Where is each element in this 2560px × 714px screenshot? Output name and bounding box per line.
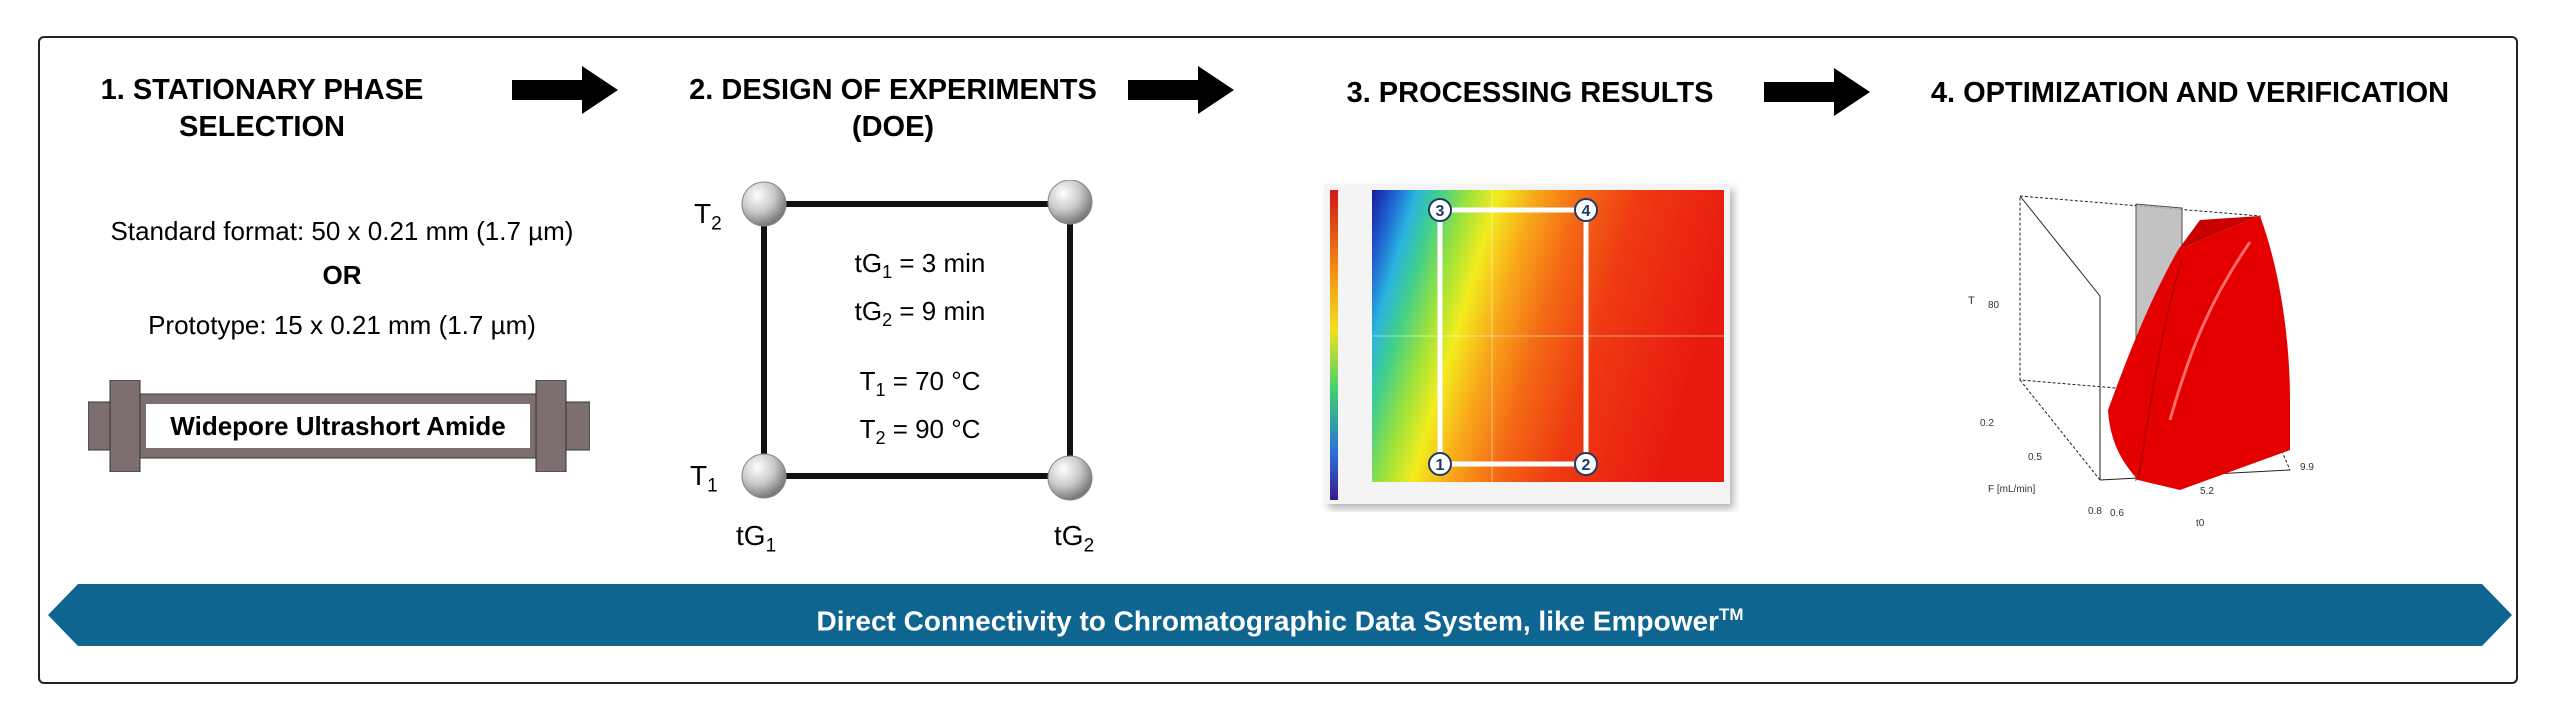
doe-tg2-label: tG2 — [1054, 520, 1095, 557]
arrow-right-icon — [1128, 66, 1234, 114]
svg-text:3: 3 — [1436, 203, 1445, 220]
column-graphic: Widepore Ultrashort Amide — [88, 380, 590, 472]
plot-tick-label: 0.8 — [2088, 506, 2102, 517]
doe-t1-value: T1 = 70 °C — [859, 366, 981, 401]
step-2-title-line1: 2. DESIGN OF EXPERIMENTS — [689, 74, 1097, 106]
plot-tick-label: 0.6 — [2110, 508, 2124, 519]
banner-shape — [48, 584, 2512, 646]
banner-label: Direct Connectivity to Chromatographic D… — [816, 605, 1719, 637]
svg-text:2: 2 — [1582, 457, 1591, 474]
doe-t2-value: T2 = 90 °C — [859, 414, 981, 449]
outer-frame — [38, 36, 2518, 684]
banner-text: Direct Connectivity to Chromatographic D… — [48, 584, 2512, 646]
column-icon — [88, 380, 590, 472]
svg-text:1: 1 — [1436, 457, 1445, 474]
plot-axis-label: F [mL/min] — [1988, 484, 2035, 495]
or-text: OR — [322, 260, 362, 290]
column-label: Widepore Ultrashort Amide — [170, 411, 506, 441]
plot-tick-label: 80 — [1988, 300, 2000, 311]
doe-t1-label: T1 — [690, 460, 718, 497]
doe-corner-sphere — [741, 453, 787, 499]
doe-tg1-value: tG1 = 3 min — [854, 248, 986, 283]
heatmap-corner-marker: 4 — [1574, 198, 1598, 222]
step-3-title-line1: 3. PROCESSING RESULTS — [1346, 77, 1714, 109]
resolution-heatmap: 1 2 3 4 — [1324, 184, 1730, 504]
doe-corner-sphere — [1047, 455, 1093, 501]
svg-text:4: 4 — [1582, 203, 1591, 220]
design-space-3d-plot: T 80 0.2 0.5 0.8 0.6 5.2 9.9 F [mL/min] … — [1968, 195, 2314, 529]
standard-format-text: Standard format: 50 x 0.21 mm (1.7 µm) — [110, 216, 574, 246]
heatmap-corner-marker: 1 — [1428, 452, 1452, 476]
heatmap-corner-marker: 3 — [1428, 198, 1452, 222]
doe-square — [741, 180, 1093, 501]
step-4-title: 4. OPTIMIZATION AND VERIFICATION — [1900, 75, 2480, 112]
step-1-title-line1: 1. STATIONARY PHASE — [100, 74, 424, 106]
step-1-title: 1. STATIONARY PHASE SELECTION — [82, 72, 442, 146]
doe-tg2-value: tG2 = 9 min — [854, 296, 986, 331]
step-4-title-line1: 4. OPTIMIZATION AND VERIFICATION — [1930, 77, 2450, 109]
plot-tick-label: 0.2 — [1980, 418, 1994, 429]
arrow-right-icon — [512, 66, 618, 114]
doe-tg1-label: tG1 — [736, 520, 777, 557]
plot-tick-label: 5.2 — [2200, 486, 2214, 497]
step-2-title: 2. DESIGN OF EXPERIMENTS (DOE) — [668, 72, 1118, 146]
connectivity-banner: Direct Connectivity to Chromatographic D… — [48, 584, 2512, 646]
plot-tick-label: 0.5 — [2028, 452, 2042, 463]
heatmap-corner-marker: 2 — [1574, 452, 1598, 476]
doe-corner-sphere — [1047, 180, 1093, 225]
prototype-text: Prototype: 15 x 0.21 mm (1.7 µm) — [148, 310, 536, 340]
plot-axis-label: T — [1968, 295, 1975, 307]
plot-axis-label: t0 — [2196, 518, 2205, 529]
plot-tick-label: 9.9 — [2300, 462, 2314, 473]
doe-t2-label: T2 — [694, 198, 722, 235]
step-2-title-line2: (DOE) — [851, 111, 935, 143]
doe-corner-sphere — [741, 181, 787, 227]
step-3-title: 3. PROCESSING RESULTS — [1300, 75, 1760, 112]
step-1-title-line2: SELECTION — [179, 111, 345, 143]
trademark-mark: TM — [1718, 605, 1744, 624]
arrow-right-icon — [1764, 68, 1870, 116]
